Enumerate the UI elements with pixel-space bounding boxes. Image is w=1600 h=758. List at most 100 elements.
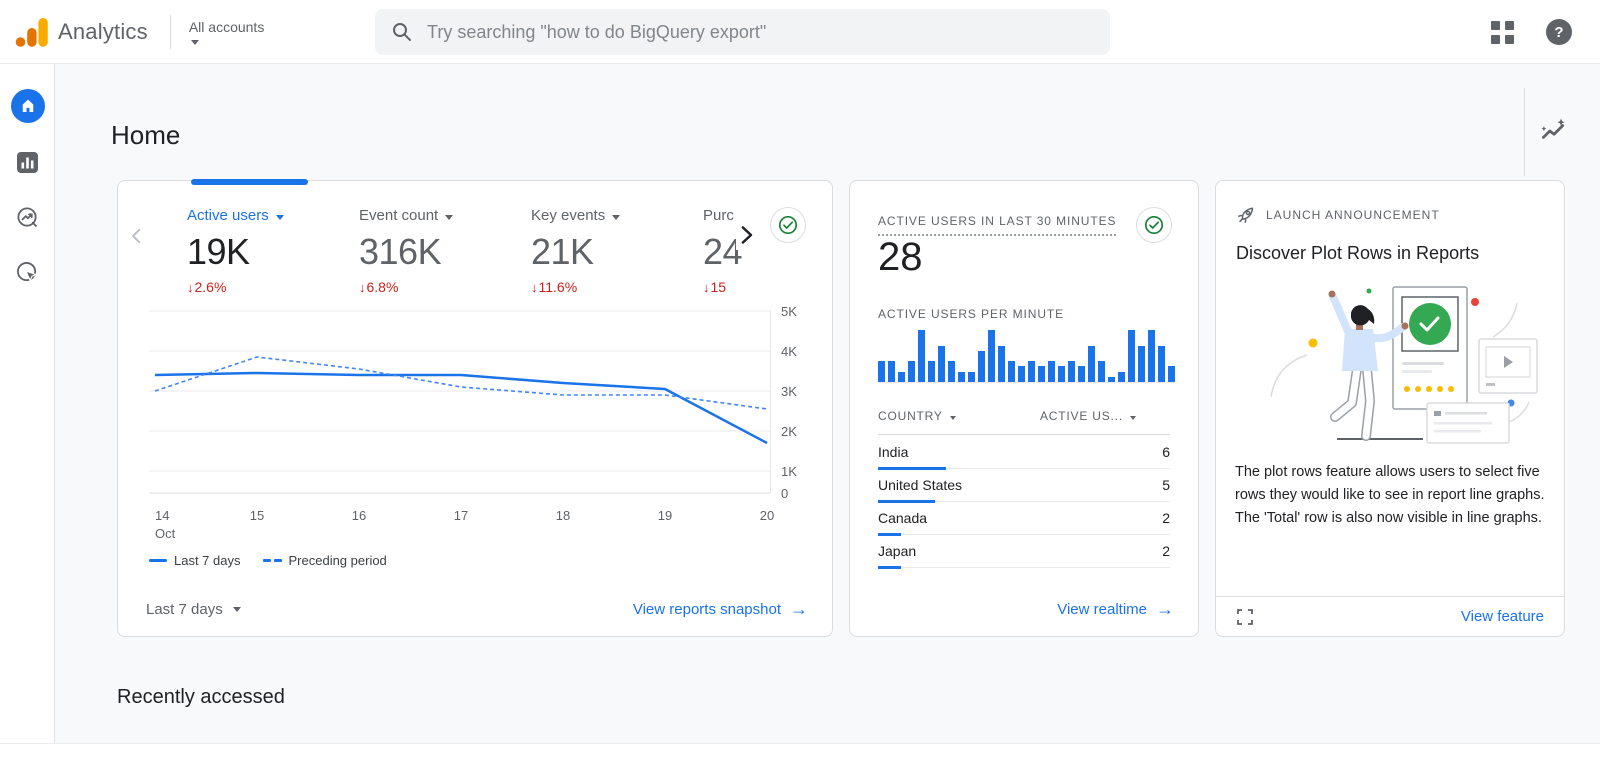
x-tick-label: 15 (249, 508, 265, 523)
metric-purchases[interactable]: Purc 24 ↓15 (703, 207, 742, 299)
column-country[interactable]: COUNTRY (878, 409, 956, 423)
metric-value: 19K (187, 231, 250, 272)
country-row: Canada 2 (878, 502, 1170, 536)
chevron-down-icon (1129, 416, 1136, 420)
minute-bar (1018, 366, 1025, 382)
down-arrow-icon: ↓ (359, 280, 366, 295)
minute-bar (938, 345, 945, 382)
chevron-down-icon (445, 215, 454, 220)
main-content: Home Active users 19K ↓2.6% Event count … (55, 64, 1600, 758)
x-tick-label: 14 Oct (155, 508, 176, 541)
divider (1524, 88, 1525, 176)
minute-bar (1008, 361, 1015, 382)
minute-bar (1058, 366, 1065, 382)
right-arrow-icon: → (1156, 599, 1174, 619)
date-range-selector[interactable]: Last 7 days (146, 601, 241, 618)
minute-bar (978, 350, 985, 382)
scroll-metrics-right-button[interactable] (736, 225, 756, 250)
fullscreen-button[interactable] (1236, 608, 1254, 626)
per-minute-bar-chart (878, 329, 1175, 383)
analytics-logo-icon (14, 15, 48, 49)
dashed-line-swatch (262, 559, 282, 562)
view-realtime-link[interactable]: View realtime → (1057, 599, 1174, 619)
sidebar-item-reports[interactable] (0, 144, 55, 180)
view-reports-snapshot-link[interactable]: View reports snapshot → (632, 599, 808, 619)
column-active-users[interactable]: ACTIVE US... (1040, 409, 1136, 423)
metric-key-events[interactable]: Key events 21K ↓11.6% (531, 207, 703, 299)
active-tab-indicator (191, 179, 308, 185)
data-quality-badge[interactable] (1136, 207, 1172, 243)
explore-icon (16, 206, 39, 229)
minute-bar (1108, 376, 1115, 382)
sidebar-item-advertising[interactable] (0, 254, 55, 290)
country-bar (878, 533, 901, 536)
metric-delta: 15 (710, 279, 727, 295)
brand-name: Analytics (58, 18, 148, 44)
page-title: Home (111, 120, 181, 150)
x-tick-label: 20 (759, 508, 775, 523)
minute-bar (1118, 371, 1125, 382)
metric-label: Active users (187, 207, 269, 224)
divider (169, 14, 171, 49)
announcement-illustration (1270, 286, 1538, 444)
minute-bar (1138, 345, 1145, 382)
down-arrow-icon: ↓ (703, 280, 710, 295)
country-name: Canada (878, 510, 928, 526)
metric-active-users[interactable]: Active users 19K ↓2.6% (187, 207, 359, 299)
sidebar-item-home[interactable] (0, 88, 55, 124)
down-arrow-icon: ↓ (531, 280, 538, 295)
scroll-metrics-left-button[interactable] (128, 227, 146, 250)
view-feature-link[interactable]: View feature (1460, 608, 1544, 625)
minute-bar (928, 361, 935, 382)
metric-value: 21K (531, 231, 594, 272)
overview-card: Active users 19K ↓2.6% Event count 316K … (117, 179, 833, 637)
y-tick-label: 4K (781, 344, 797, 359)
advertising-icon (16, 261, 39, 284)
country-name: United States (878, 477, 963, 493)
solid-line-swatch (149, 559, 167, 562)
top-bar: Analytics All accounts ? (0, 0, 1600, 64)
country-users-value: 2 (1162, 510, 1170, 526)
metric-label: Event count (359, 207, 439, 224)
active-users-count: 28 (878, 235, 923, 279)
minute-bar (968, 371, 975, 382)
announcement-body: The plot rows feature allows users to se… (1235, 464, 1545, 526)
horizontal-scrollbar[interactable] (0, 743, 1600, 758)
account-selector[interactable]: All accounts (189, 19, 264, 45)
metric-event-count[interactable]: Event count 316K ↓6.8% (359, 207, 531, 299)
minute-bar (1098, 361, 1105, 382)
legend-preceding-period: Preceding period (262, 553, 387, 568)
search-icon (391, 21, 413, 43)
minute-bar (888, 361, 895, 382)
search-input[interactable] (427, 21, 1094, 43)
minute-bar (1148, 330, 1155, 382)
x-tick-label: 17 (453, 508, 469, 523)
minute-bar (908, 361, 915, 382)
minute-bar (958, 371, 965, 382)
minute-bar (1128, 330, 1135, 382)
country-table: India 6 United States 5 Canada 2 Japan 2 (878, 436, 1170, 569)
country-row: United States 5 (878, 469, 1170, 503)
chart-legend: Last 7 days Preceding period (149, 553, 387, 568)
y-tick-label: 2K (781, 424, 797, 439)
per-minute-label: ACTIVE USERS PER MINUTE (878, 307, 1065, 321)
metric-value: 316K (359, 231, 442, 272)
minute-bar (948, 361, 955, 382)
announcement-eyebrow: LAUNCH ANNOUNCEMENT (1266, 208, 1440, 222)
help-button[interactable]: ? (1546, 19, 1572, 45)
x-axis-labels: 14 Oct 15 16 17 18 19 20 (149, 507, 775, 547)
chevron-down-icon (190, 39, 199, 45)
insights-button[interactable] (1538, 116, 1568, 151)
y-tick-label: 3K (781, 384, 797, 399)
chevron-down-icon (949, 416, 956, 420)
data-quality-badge[interactable] (770, 207, 806, 243)
country-users-value: 2 (1162, 543, 1170, 559)
home-icon (10, 89, 45, 123)
search-bar (375, 9, 1110, 55)
metric-delta: 2.6% (194, 279, 227, 295)
apps-grid-button[interactable] (1491, 20, 1514, 44)
y-axis-labels: 5K 4K 3K 2K 1K 0 (781, 303, 825, 513)
minute-bar (988, 330, 995, 382)
sidebar-item-explore[interactable] (0, 199, 55, 235)
down-arrow-icon: ↓ (187, 280, 194, 295)
